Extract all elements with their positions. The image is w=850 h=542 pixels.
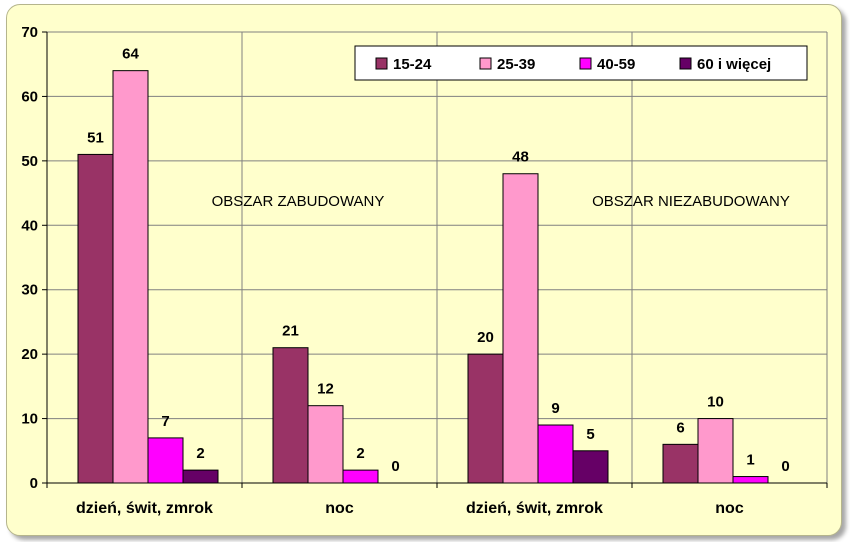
bar-40-59 bbox=[147, 437, 184, 484]
data-label: 0 bbox=[781, 458, 789, 475]
legend-swatch-60-plus bbox=[679, 57, 692, 70]
bar-25-39 bbox=[112, 70, 149, 484]
legend: 15-24 25-39 40-59 60 i więcej bbox=[354, 45, 808, 81]
axis-layer bbox=[42, 31, 828, 488]
bar-15-24 bbox=[77, 153, 114, 484]
data-label: 2 bbox=[356, 445, 364, 462]
legend-label-25-39: 25-39 bbox=[497, 56, 535, 73]
data-label: 64 bbox=[122, 46, 139, 63]
category-label: dzień, świt, zmrok bbox=[466, 500, 603, 517]
y-tick-label: 50 bbox=[21, 153, 38, 170]
data-label: 21 bbox=[282, 323, 299, 340]
y-tick-label: 10 bbox=[21, 411, 38, 428]
y-tick-label: 40 bbox=[21, 217, 38, 234]
bar-15-24 bbox=[467, 353, 504, 484]
legend-swatch-40-59 bbox=[579, 57, 592, 70]
category-label: dzień, świt, zmrok bbox=[76, 500, 213, 517]
bar-25-39 bbox=[307, 405, 344, 484]
data-label: 12 bbox=[317, 381, 334, 398]
y-tick-label: 0 bbox=[30, 475, 38, 492]
data-label: 6 bbox=[676, 419, 684, 436]
bar-60-i-więcej bbox=[182, 469, 219, 484]
bar-15-24 bbox=[272, 347, 309, 484]
bar-15-24 bbox=[662, 443, 699, 484]
data-label: 51 bbox=[87, 129, 104, 146]
y-tick-label: 60 bbox=[21, 88, 38, 105]
category-label: noc bbox=[325, 500, 354, 517]
bars-layer bbox=[77, 70, 769, 484]
data-label: 2 bbox=[196, 445, 204, 462]
bar-60-i-więcej bbox=[572, 450, 609, 484]
legend-label-60-plus: 60 i więcej bbox=[697, 56, 771, 73]
data-label: 48 bbox=[512, 149, 529, 166]
legend-swatch-15-24 bbox=[375, 57, 388, 70]
region-label-non-built-up: OBSZAR NIEZABUDOWANY bbox=[592, 193, 790, 210]
data-label: 0 bbox=[391, 458, 399, 475]
bar-40-59 bbox=[732, 476, 769, 484]
data-label: 1 bbox=[746, 452, 754, 469]
y-tick-label: 30 bbox=[21, 282, 38, 299]
category-label: noc bbox=[715, 500, 744, 517]
data-label: 20 bbox=[477, 329, 494, 346]
bar-40-59 bbox=[537, 424, 574, 484]
legend-swatch-25-39 bbox=[479, 57, 492, 70]
data-label: 10 bbox=[707, 394, 724, 411]
bar-40-59 bbox=[342, 469, 379, 484]
data-label: 5 bbox=[586, 426, 594, 443]
data-label: 9 bbox=[551, 400, 559, 417]
y-tick-label: 70 bbox=[21, 24, 38, 41]
bar-25-39 bbox=[502, 173, 539, 484]
y-tick-label: 20 bbox=[21, 346, 38, 363]
legend-label-15-24: 15-24 bbox=[393, 56, 432, 73]
bar-25-39 bbox=[697, 418, 734, 484]
grid-layer bbox=[47, 31, 828, 483]
data-label: 7 bbox=[161, 413, 169, 430]
legend-label-40-59: 40-59 bbox=[597, 56, 635, 73]
region-label-built-up: OBSZAR ZABUDOWANY bbox=[212, 193, 385, 210]
